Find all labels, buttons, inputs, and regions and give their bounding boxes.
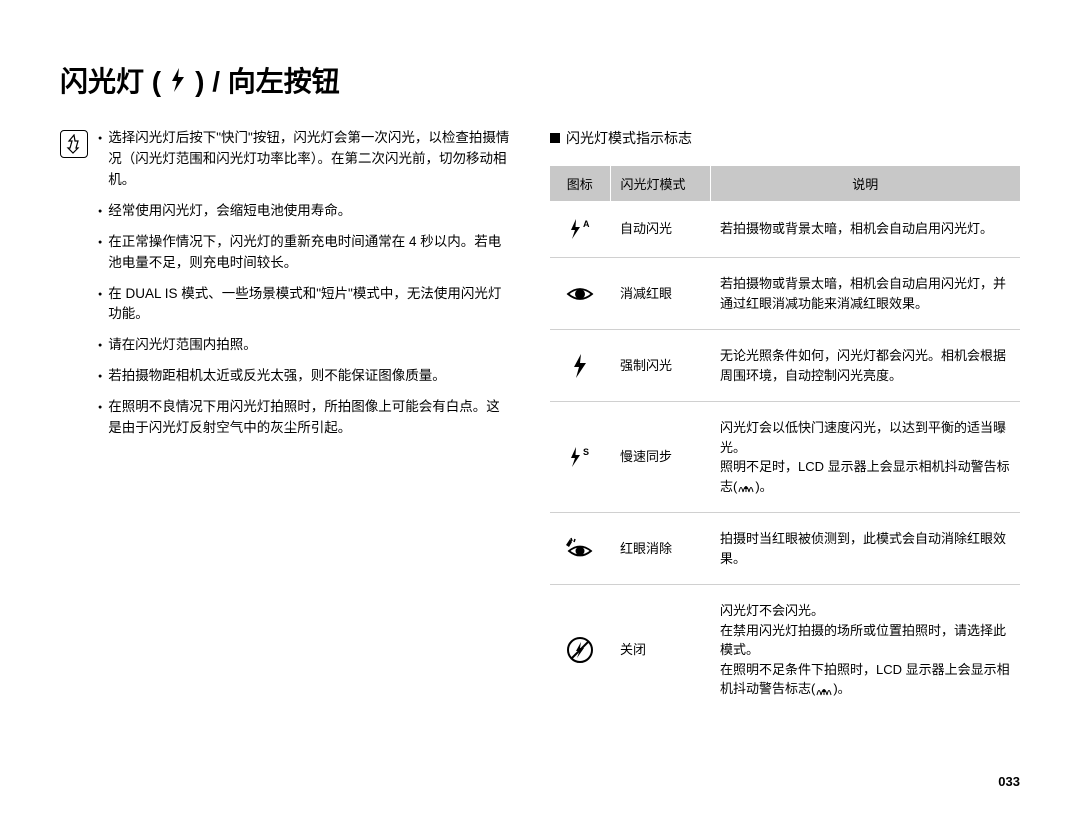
page-title: 闪光灯 ( ) / 向左按钮 — [60, 60, 1020, 100]
note-item: 若拍摄物距相机太近或反光太强，则不能保证图像质量。 — [98, 366, 510, 387]
flash-slow-icon: S — [550, 402, 610, 513]
table-row: 强制闪光 无论光照条件如何，闪光灯都会闪光。相机会根据周围环境，自动控制闪光亮度… — [550, 330, 1020, 402]
flash-mode-table: 图标 闪光灯模式 说明 A 自动闪光 若拍摄物或背景太暗，相机会自动启用闪光灯。 — [550, 166, 1020, 715]
table-row: 红眼消除 拍摄时当红眼被侦测到，此模式会自动消除红眼效果。 — [550, 513, 1020, 585]
header-icon: 图标 — [550, 166, 610, 201]
mode-name: 自动闪光 — [610, 201, 710, 258]
mode-desc: 若拍摄物或背景太暗，相机会自动启用闪光灯。 — [710, 201, 1020, 258]
mode-desc: 若拍摄物或背景太暗，相机会自动启用闪光灯，并通过红眼消减功能来消减红眼效果。 — [710, 258, 1020, 330]
redeye-fix-icon — [550, 513, 610, 585]
flash-auto-icon: A — [550, 201, 610, 258]
section-heading: 闪光灯模式指示标志 — [550, 128, 1020, 148]
table-column: 闪光灯模式指示标志 图标 闪光灯模式 说明 A — [550, 128, 1020, 715]
page-number: 033 — [998, 774, 1020, 789]
table-row: A 自动闪光 若拍摄物或背景太暗，相机会自动启用闪光灯。 — [550, 201, 1020, 258]
mode-name: 关闭 — [610, 585, 710, 715]
shake-icon — [737, 480, 755, 494]
note-item: 选择闪光灯后按下"快门"按钮，闪光灯会第一次闪光，以检查拍摄情况（闪光灯范围和闪… — [98, 128, 510, 191]
title-text-1: 闪光灯 ( — [60, 60, 161, 100]
note-item: 在 DUAL IS 模式、一些场景模式和"短片"模式中，无法使用闪光灯功能。 — [98, 284, 510, 326]
flash-icon — [167, 66, 189, 94]
content-columns: 选择闪光灯后按下"快门"按钮，闪光灯会第一次闪光，以检查拍摄情况（闪光灯范围和闪… — [60, 128, 1020, 715]
mode-desc: 闪光灯不会闪光。 在禁用闪光灯拍摄的场所或位置拍照时，请选择此模式。 在照明不足… — [710, 585, 1020, 715]
note-item: 请在闪光灯范围内拍照。 — [98, 335, 510, 356]
header-mode: 闪光灯模式 — [610, 166, 710, 201]
mode-name: 红眼消除 — [610, 513, 710, 585]
flash-off-icon — [550, 585, 610, 715]
mode-name: 强制闪光 — [610, 330, 710, 402]
note-item: 在照明不良情况下用闪光灯拍照时，所拍图像上可能会有白点。这是由于闪光灯反射空气中… — [98, 397, 510, 439]
header-desc: 说明 — [710, 166, 1020, 201]
table-header-row: 图标 闪光灯模式 说明 — [550, 166, 1020, 201]
redeye-icon — [550, 258, 610, 330]
mode-desc: 拍摄时当红眼被侦测到，此模式会自动消除红眼效果。 — [710, 513, 1020, 585]
table-row: S 慢速同步 闪光灯会以低快门速度闪光，以达到平衡的适当曝光。 照明不足时，LC… — [550, 402, 1020, 513]
note-icon — [60, 130, 88, 158]
table-row: 消减红眼 若拍摄物或背景太暗，相机会自动启用闪光灯，并通过红眼消减功能来消减红眼… — [550, 258, 1020, 330]
mode-name: 慢速同步 — [610, 402, 710, 513]
title-text-2: ) / 向左按钮 — [195, 60, 340, 100]
mode-desc: 闪光灯会以低快门速度闪光，以达到平衡的适当曝光。 照明不足时，LCD 显示器上会… — [710, 402, 1020, 513]
svg-text:A: A — [583, 219, 590, 229]
note-item: 在正常操作情况下，闪光灯的重新充电时间通常在 4 秒以内。若电池电量不足，则充电… — [98, 232, 510, 274]
notes-list: 选择闪光灯后按下"快门"按钮，闪光灯会第一次闪光，以检查拍摄情况（闪光灯范围和闪… — [98, 128, 510, 449]
note-item: 经常使用闪光灯，会缩短电池使用寿命。 — [98, 201, 510, 222]
mode-desc: 无论光照条件如何，闪光灯都会闪光。相机会根据周围环境，自动控制闪光亮度。 — [710, 330, 1020, 402]
flash-fill-icon — [550, 330, 610, 402]
table-row: 关闭 闪光灯不会闪光。 在禁用闪光灯拍摄的场所或位置拍照时，请选择此模式。 在照… — [550, 585, 1020, 715]
svg-text:S: S — [583, 447, 589, 457]
notes-column: 选择闪光灯后按下"快门"按钮，闪光灯会第一次闪光，以检查拍摄情况（闪光灯范围和闪… — [60, 128, 510, 715]
shake-icon — [815, 683, 833, 697]
mode-name: 消减红眼 — [610, 258, 710, 330]
